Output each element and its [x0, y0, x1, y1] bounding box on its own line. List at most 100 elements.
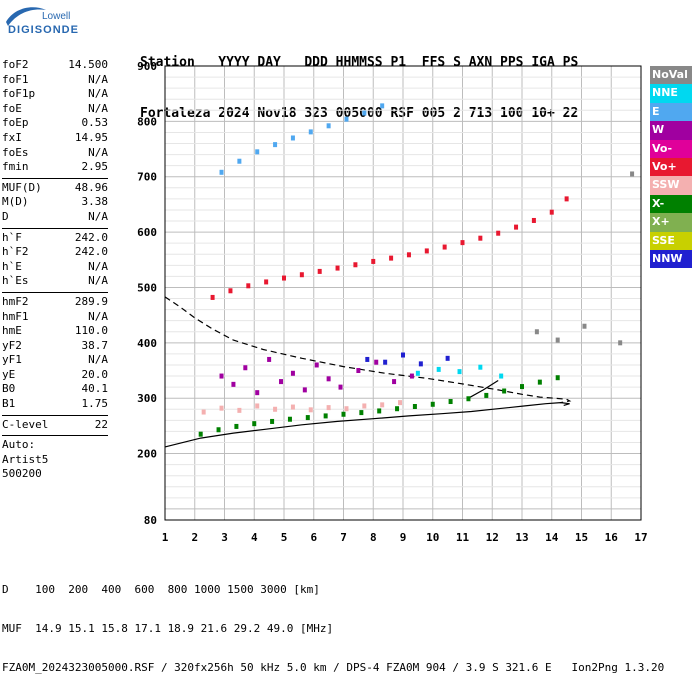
- echo-point: [282, 275, 286, 281]
- x-tick-label: 4: [251, 531, 258, 544]
- echo-point: [270, 418, 275, 424]
- param-row: h`F 242.0: [0, 231, 110, 246]
- echo-point: [237, 158, 242, 164]
- echo-point: [442, 244, 447, 250]
- legend-item: NNW: [650, 249, 692, 269]
- echo-point: [216, 427, 221, 433]
- param-label: D: [2, 209, 9, 223]
- param-row: fxI 14.95: [0, 131, 110, 146]
- param-value: N/A: [88, 274, 108, 288]
- param-row: foE N/A: [0, 102, 110, 117]
- param-row: B0 40.1: [0, 382, 110, 397]
- x-tick-label: 16: [605, 531, 619, 544]
- echo-point: [267, 356, 272, 362]
- legend-item: Vo-: [650, 139, 692, 158]
- echo-point: [255, 149, 260, 155]
- param-row: M(D) 3.38: [0, 195, 110, 210]
- param-label: h`Es: [2, 274, 29, 288]
- echo-point: [344, 406, 349, 412]
- echo-point: [514, 224, 519, 230]
- echo-point: [531, 217, 536, 223]
- echo-point: [549, 209, 554, 215]
- param-value: 110.0: [74, 324, 108, 338]
- echo-point: [210, 294, 215, 300]
- echo-point: [326, 376, 331, 382]
- echo-point: [228, 288, 233, 294]
- param-row: B1 1.75: [0, 397, 110, 412]
- param-value: 1.75: [81, 397, 109, 411]
- param-label: MUF(D): [2, 180, 42, 194]
- param-value: N/A: [88, 209, 108, 223]
- footer-distance-line: D 100 200 400 600 800 1000 1500 3000 [km…: [2, 583, 320, 596]
- y-tick-label: 800: [137, 115, 157, 128]
- echo-point: [389, 255, 394, 261]
- echo-point: [380, 402, 385, 408]
- echo-point: [279, 379, 284, 385]
- profile-line: [164, 296, 572, 404]
- param-label: foEs: [2, 145, 29, 159]
- echo-point: [359, 410, 364, 416]
- echo-point: [415, 370, 420, 376]
- logo-swoosh-icon: [6, 7, 46, 27]
- echo-point: [457, 369, 462, 375]
- x-tick-label: 9: [400, 531, 407, 544]
- echo-point: [335, 265, 340, 271]
- echo-point: [430, 401, 435, 407]
- echo-point: [406, 252, 411, 258]
- echo-point: [305, 415, 310, 421]
- param-label: foF2: [2, 58, 29, 71]
- legend-item: NNE: [650, 84, 692, 103]
- param-row: foF1 N/A: [0, 73, 110, 88]
- param-row: h`Es N/A: [0, 274, 110, 289]
- echo-point: [534, 329, 539, 335]
- x-tick-label: 6: [310, 531, 317, 544]
- param-row: hmF1 N/A: [0, 310, 110, 325]
- echo-point: [371, 258, 376, 264]
- param-row: foEp 0.53: [0, 116, 110, 131]
- param-label: h`F2: [2, 245, 29, 259]
- param-label: M(D): [2, 195, 29, 209]
- echo-point: [436, 366, 441, 372]
- echo-point: [377, 408, 382, 414]
- param-separator: [2, 291, 108, 293]
- legend-item: SSW: [650, 176, 692, 195]
- echo-point: [383, 359, 388, 365]
- echo-point: [502, 388, 507, 394]
- param-row: foF1p N/A: [0, 87, 110, 102]
- param-value: 3.38: [81, 195, 109, 209]
- legend-item: X+: [650, 213, 692, 232]
- echo-point: [537, 379, 542, 385]
- y-tick-label: 200: [137, 448, 157, 461]
- echo-point: [287, 416, 292, 422]
- param-value: 40.1: [81, 382, 109, 396]
- param-row: hmE 110.0: [0, 324, 110, 339]
- ionogram-plot: 1 2 3 4 5 6 7 8 9 10 11 12 13 14 15 16 17802003004005006…: [137, 60, 648, 544]
- param-row: MUF(D) 48.96: [0, 181, 110, 196]
- param-separator: [2, 435, 108, 437]
- echo-point: [424, 248, 429, 254]
- param-separator: [2, 177, 108, 179]
- plot-frame: [164, 65, 642, 521]
- param-row: fmin 2.95: [0, 160, 110, 175]
- echo-point: [466, 396, 471, 402]
- echo-point: [323, 413, 328, 419]
- echo-point: [484, 392, 489, 398]
- echo-point: [555, 375, 560, 381]
- param-value: 14.95: [74, 130, 108, 144]
- param-label: foE: [2, 101, 22, 115]
- param-value: N/A: [88, 72, 108, 86]
- echo-point: [201, 409, 206, 415]
- echo-point: [564, 196, 569, 202]
- echo-point: [252, 421, 257, 427]
- x-tick-label: 5: [281, 531, 288, 544]
- param-row: D N/A: [0, 210, 110, 225]
- echo-point: [255, 403, 260, 409]
- param-label: hmF1: [2, 309, 29, 323]
- x-tick-label: 14: [545, 531, 559, 544]
- echo-point: [356, 368, 361, 374]
- echo-point: [264, 279, 269, 285]
- footer: D 100 200 400 600 800 1000 1500 3000 [km…: [2, 557, 664, 687]
- echo-point: [317, 268, 322, 274]
- echo-point: [365, 356, 370, 362]
- echo-point: [246, 283, 251, 289]
